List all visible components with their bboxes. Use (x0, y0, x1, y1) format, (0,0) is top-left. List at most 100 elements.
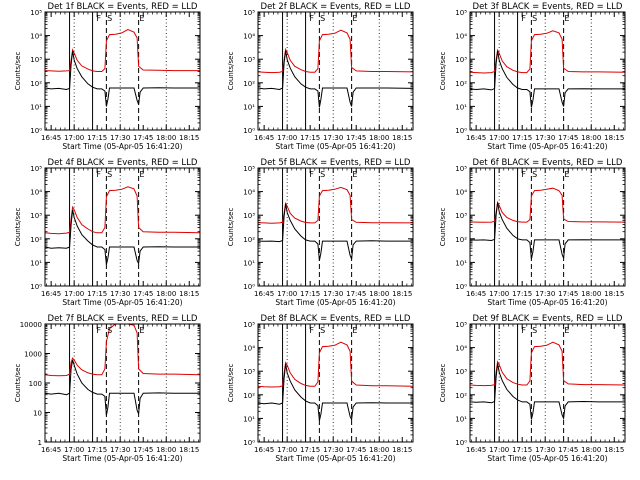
y-tick-label: 10² (243, 80, 255, 88)
y-tick-label: 10⁴ (455, 345, 467, 353)
x-tick-label: 17:45 (558, 134, 578, 142)
marker-s: S (532, 14, 537, 23)
x-tick-label: 17:45 (346, 134, 366, 142)
events-series-line (45, 51, 200, 107)
x-tick-label: 17:45 (558, 446, 578, 454)
x-axis-label: Start Time (05-Apr-05 16:41:20) (275, 298, 395, 307)
marker-s: S (107, 170, 112, 179)
plot-frame (257, 323, 414, 443)
x-tick-label: 17:30 (323, 290, 343, 298)
x-tick-label: 16:45 (41, 446, 61, 454)
y-tick-label: 10² (243, 236, 255, 244)
marker-s: S (320, 14, 325, 23)
x-tick-label: 17:00 (489, 290, 509, 298)
panel-det-6: Det 6f BLACK = Events, RED = LLD 10⁰ 10¹ 10… (439, 158, 626, 307)
x-axis-label: Start Time (05-Apr-05 16:41:20) (487, 142, 607, 151)
y-tick-label: 10¹ (455, 415, 467, 423)
y-tick-label: 10⁰ (455, 439, 467, 447)
x-tick-label: 17:00 (64, 290, 84, 298)
y-tick-label: 10⁵ (455, 165, 467, 173)
plot-frame (44, 323, 201, 443)
x-tick-label: 18:15 (179, 290, 199, 298)
marker-f: F (521, 14, 526, 23)
x-tick-label: 18:15 (604, 290, 624, 298)
events-series-line (258, 364, 413, 422)
plot-frame (469, 323, 626, 443)
x-tick-label: 18:00 (369, 446, 389, 454)
y-tick-label: 10¹ (30, 103, 42, 111)
y-tick-label: 10² (455, 392, 467, 400)
y-tick-label: 10¹ (243, 103, 255, 111)
panel-det-9: Det 9f BLACK = Events, RED = LLD 10⁰ 10¹ 10… (439, 314, 626, 463)
x-axis-label: Start Time (05-Apr-05 16:41:20) (275, 142, 395, 151)
y-tick-label: 10² (455, 80, 467, 88)
y-tick-label: 10³ (243, 212, 255, 220)
x-tick-label: 17:00 (277, 134, 297, 142)
y-tick-label: 10¹ (30, 259, 42, 267)
y-tick-label: 10³ (455, 212, 467, 220)
plot-frame (469, 11, 626, 131)
panel-det-4: Det 4f BLACK = Events, RED = LLD 10⁰ 10¹ 10… (14, 158, 201, 307)
y-tick-label: 10⁴ (243, 345, 255, 353)
y-tick-label: 10¹ (455, 103, 467, 111)
y-tick-label: 10000 (20, 321, 42, 329)
x-tick-label: 17:30 (323, 134, 343, 142)
marker-e: E (352, 170, 357, 179)
x-tick-label: 18:15 (604, 134, 624, 142)
y-tick-label: 10¹ (243, 415, 255, 423)
x-tick-label: 18:00 (156, 446, 176, 454)
marker-f: F (309, 14, 314, 23)
y-tick-label: 10⁰ (455, 283, 467, 291)
y-tick-label: 10³ (30, 56, 42, 64)
x-tick-label: 17:00 (64, 134, 84, 142)
x-tick-label: 17:00 (277, 290, 297, 298)
x-tick-label: 17:30 (535, 290, 555, 298)
x-tick-label: 17:30 (535, 446, 555, 454)
marker-f: F (96, 170, 101, 179)
y-tick-label: 10⁰ (30, 283, 42, 291)
plot-frame (257, 167, 414, 287)
x-tick-label: 16:45 (466, 134, 486, 142)
events-series-line (45, 209, 200, 266)
y-tick-label: 10² (243, 392, 255, 400)
y-tick-label: 10⁵ (455, 321, 467, 329)
marker-f: F (96, 14, 101, 23)
x-tick-label: 17:15 (512, 134, 532, 142)
x-tick-label: 17:00 (64, 446, 84, 454)
y-tick-label: 100 (29, 380, 42, 388)
y-tick-label: 10⁵ (30, 9, 42, 17)
x-tick-label: 17:30 (110, 290, 130, 298)
marker-f: F (521, 326, 526, 335)
x-tick-label: 17:15 (300, 446, 320, 454)
x-tick-label: 16:45 (254, 290, 274, 298)
x-tick-label: 18:00 (369, 290, 389, 298)
y-tick-label: 10⁴ (30, 33, 42, 41)
x-tick-label: 18:00 (156, 290, 176, 298)
x-tick-label: 17:15 (87, 446, 107, 454)
lld-series-line (45, 186, 200, 235)
y-tick-label: 10⁴ (455, 33, 467, 41)
y-tick-label: 10⁴ (243, 189, 255, 197)
marker-f: F (309, 170, 314, 179)
x-tick-label: 18:15 (179, 446, 199, 454)
y-tick-label: 1 (38, 439, 42, 447)
y-axis-label: Counts/sec (14, 364, 22, 403)
events-series-line (470, 202, 625, 260)
y-tick-label: 10⁴ (30, 189, 42, 197)
x-tick-label: 18:15 (392, 290, 412, 298)
marker-e: E (139, 14, 144, 23)
x-tick-label: 17:00 (489, 134, 509, 142)
lld-series-line (258, 29, 413, 74)
panel-title: Det 3f BLACK = Events, RED = LLD (473, 2, 623, 12)
x-axis-label: Start Time (05-Apr-05 16:41:20) (487, 298, 607, 307)
x-axis-label: Start Time (05-Apr-05 16:41:20) (62, 454, 182, 463)
y-tick-label: 10⁵ (455, 9, 467, 17)
y-axis-label: Counts/sec (14, 208, 22, 247)
marker-f: F (309, 326, 314, 335)
marker-e: E (139, 326, 144, 335)
y-tick-label: 10⁰ (30, 127, 42, 135)
x-tick-label: 16:45 (41, 290, 61, 298)
y-tick-label: 10¹ (455, 259, 467, 267)
x-tick-label: 17:45 (133, 446, 153, 454)
events-series-line (45, 359, 200, 416)
